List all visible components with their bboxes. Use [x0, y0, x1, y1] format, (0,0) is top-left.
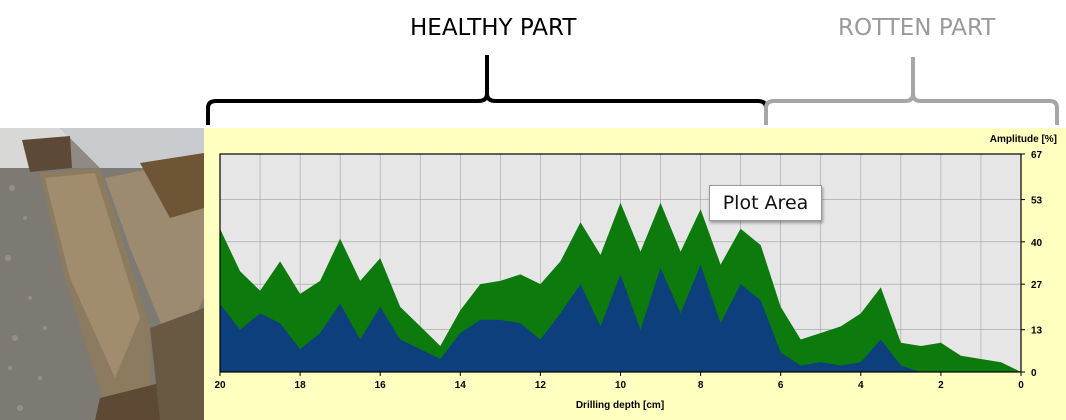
rotten-part-bracket — [764, 57, 1059, 125]
x-tick-label: 20 — [214, 380, 226, 391]
y-tick-labels: 67 53 40 27 13 0 — [1021, 150, 1043, 379]
y-tick-label: 40 — [1031, 238, 1043, 249]
x-tick-label: 12 — [535, 380, 547, 391]
plot-area-tooltip: Plot Area — [709, 185, 822, 221]
healthy-part-bracket — [206, 55, 768, 125]
series-area-2 — [220, 264, 1021, 372]
y-tick-label: 53 — [1031, 196, 1043, 207]
x-tick-label: 10 — [615, 380, 627, 391]
y-axis-title: Amplitude [%] — [990, 134, 1057, 145]
x-tick-labels: 20 18 16 14 12 10 8 6 4 2 0 — [214, 372, 1024, 391]
x-tick-label: 2 — [938, 380, 944, 391]
healthy-part-label: HEALTHY PART — [410, 15, 577, 41]
y-tick-label: 0 — [1031, 368, 1037, 379]
x-tick-label: 0 — [1018, 380, 1024, 391]
x-tick-label: 6 — [778, 380, 784, 391]
y-tick-label: 67 — [1031, 150, 1043, 161]
rotten-part-label: ROTTEN PART — [838, 15, 996, 41]
wood-beam-photo — [0, 128, 204, 420]
x-tick-label: 8 — [698, 380, 704, 391]
x-tick-label: 16 — [375, 380, 387, 391]
y-tick-label: 13 — [1031, 326, 1043, 337]
x-tick-label: 18 — [295, 380, 307, 391]
x-tick-label: 4 — [858, 380, 864, 391]
x-tick-label: 14 — [455, 380, 467, 391]
x-axis-title: Drilling depth [cm] — [576, 400, 664, 411]
area-series-group — [220, 202, 1021, 372]
y-tick-label: 27 — [1031, 280, 1043, 291]
